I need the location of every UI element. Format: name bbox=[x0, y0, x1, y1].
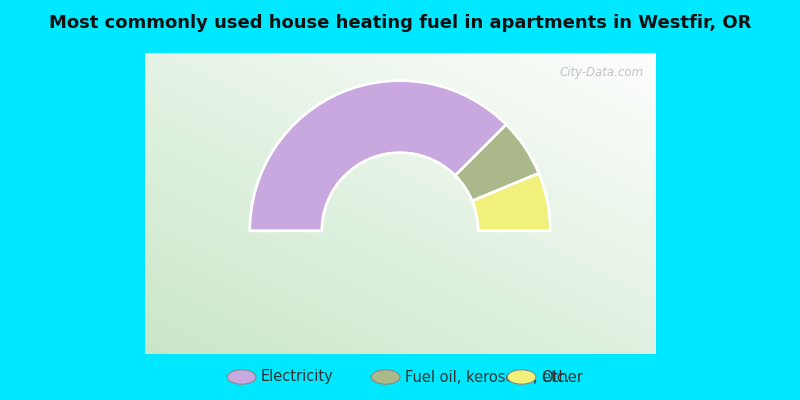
Wedge shape bbox=[472, 173, 550, 231]
Text: City-Data.com: City-Data.com bbox=[559, 66, 643, 78]
Text: Other: Other bbox=[541, 370, 582, 384]
Text: Electricity: Electricity bbox=[261, 370, 334, 384]
Text: Most commonly used house heating fuel in apartments in Westfir, OR: Most commonly used house heating fuel in… bbox=[49, 14, 751, 32]
Wedge shape bbox=[455, 124, 539, 201]
Wedge shape bbox=[250, 80, 506, 231]
Text: Fuel oil, kerosene, etc.: Fuel oil, kerosene, etc. bbox=[405, 370, 570, 384]
